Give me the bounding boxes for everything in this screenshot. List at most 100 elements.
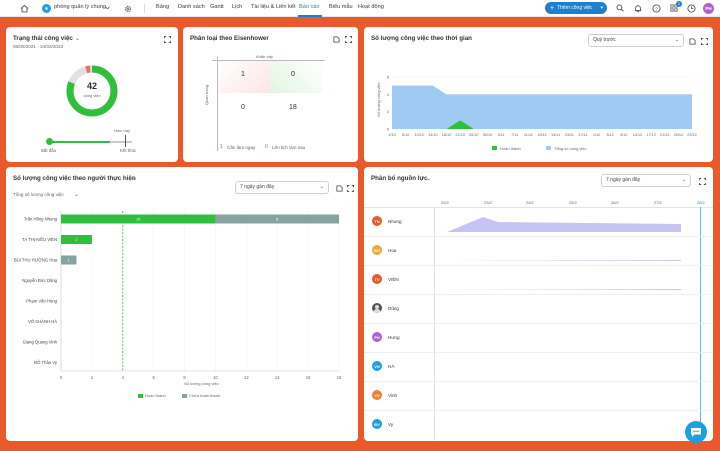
export-icon[interactable] [332, 35, 340, 43]
period-select[interactable]: Quý trước ⌄ [588, 34, 684, 47]
tab-calendar[interactable]: Lịch [232, 4, 243, 10]
export-icon[interactable] [688, 37, 696, 45]
chat-support-button[interactable] [685, 421, 707, 443]
home-icon[interactable] [19, 3, 29, 13]
x-tick-label: 30/10 [483, 133, 493, 137]
timeline-title: Số lượng công việc theo thời gian [371, 35, 472, 42]
today-line [700, 207, 701, 441]
x-tick-label: 15/11 [537, 133, 546, 137]
x-tick-label: 18 [337, 375, 342, 380]
resource-row-divider [364, 294, 713, 295]
avatar: BH [372, 245, 382, 255]
date-range: 06/05/2021 - 24/03/2023 [13, 44, 64, 49]
resource-person-ha[interactable]: VH HÀ [372, 361, 394, 371]
tab-gantt[interactable]: Gantt [210, 4, 224, 10]
chat-icon [691, 427, 701, 437]
legend-schedule-value: 0 [265, 144, 268, 150]
series-total-area [392, 85, 692, 129]
tab-documents[interactable]: Tài liệu & Liên kết [251, 4, 296, 10]
resource-person-dung[interactable]: Dũng [372, 303, 399, 313]
avatar[interactable]: PH [703, 3, 714, 14]
svg-text:?: ? [655, 6, 658, 12]
x-tick-label: 19/11 [551, 133, 560, 137]
x-tick-label: 14/10 [428, 133, 438, 137]
search-icon[interactable] [615, 3, 625, 13]
chevron-down-icon[interactable]: ⌄ [426, 176, 432, 182]
resource-name-column-divider [434, 207, 435, 441]
expand-icon[interactable] [344, 35, 352, 43]
assignee-subtitle: Tổng số lượng công việc [13, 192, 64, 197]
status-donut [66, 65, 118, 117]
resource-row-divider [364, 410, 713, 411]
bell-icon[interactable] [633, 3, 643, 13]
x-tick-label: 1/10 [388, 133, 395, 137]
legend-done-swatch [138, 394, 143, 398]
project-name[interactable]: phòng quản lý chung [54, 4, 106, 10]
bar-todo [215, 214, 339, 224]
expand-icon[interactable] [698, 177, 706, 185]
end-label: Kết thúc [120, 148, 137, 153]
resource-row-divider [364, 381, 713, 382]
date-header-5: 27/2 [654, 200, 662, 205]
resource-person-hoa[interactable]: BH Hoa [372, 245, 396, 255]
y-tick-label: 4 [387, 92, 390, 97]
x-tick-label: 14 [275, 375, 280, 380]
x-tick-label: 8 [183, 375, 186, 380]
assignee-period-select[interactable]: 7 ngày gần đây ⌄ [235, 181, 329, 194]
donut-completed-segment [66, 65, 118, 117]
date-header-3: 25/2 [569, 200, 577, 205]
assignee-card: Số lượng công việc theo người thực hiện … [6, 167, 358, 441]
bar-todo [61, 255, 77, 265]
resource-row-divider [364, 323, 713, 324]
legend-total-swatch [546, 146, 551, 150]
avatar: VV [372, 390, 382, 400]
tab-forms[interactable]: Biểu mẫu [329, 4, 353, 10]
resource-person-vinh[interactable]: VV Vinh [372, 390, 397, 400]
chevron-down-icon[interactable] [104, 5, 110, 11]
tab-list[interactable]: Danh sách [178, 4, 205, 10]
help-icon[interactable]: ? [651, 3, 661, 13]
category-label: TẠ THỊ KIỀU VIÊN [22, 237, 57, 242]
resource-person-hung[interactable]: PH Hưng [372, 332, 400, 342]
chevron-down-icon[interactable]: ⌄ [132, 176, 138, 182]
gear-icon[interactable] [123, 4, 132, 13]
resource-period-select[interactable]: 7 ngày gần đây ⌄ [601, 174, 691, 187]
person-name: Hoa [388, 247, 397, 253]
x-tick-label: 0 [60, 375, 63, 380]
bar-value-label: 1 [68, 258, 70, 262]
resource-card: Phân bổ nguồn lực ⌄ 7 ngày gần đây ⌄ [364, 167, 713, 441]
x-tick-label: 26/10 [469, 133, 479, 137]
status-title: Trạng thái công việc [13, 35, 73, 42]
timeline-card: Số lượng công việc theo thời gian Quý tr… [364, 27, 713, 162]
load-area-hoa [447, 260, 681, 261]
person-name: Nhung [388, 218, 402, 224]
expand-icon[interactable] [163, 35, 171, 43]
bar-value-label: 8 [276, 217, 278, 221]
expand-icon[interactable] [700, 37, 708, 45]
legend-do-now-value: 1 [220, 144, 223, 150]
chevron-down-icon[interactable]: ⌄ [74, 192, 80, 198]
x-tick-label: 13/12 [633, 133, 643, 137]
export-icon[interactable] [335, 184, 343, 192]
x-tick-label: 11/11 [524, 133, 533, 137]
urgent-axis-label: Khẩn cấp [256, 54, 273, 59]
tab-activity[interactable]: Hoạt động [358, 4, 384, 10]
x-tick-label: 27/11 [578, 133, 587, 137]
chevron-down-icon[interactable]: ⌄ [75, 36, 81, 42]
tab-board[interactable]: Bảng [156, 4, 170, 10]
resource-row-divider [364, 265, 713, 266]
avatar: PH [372, 332, 382, 342]
resource-person-vy[interactable]: ĐV Vy [372, 419, 393, 429]
x-tick-label: 18/10 [442, 133, 452, 137]
resource-person-nhung[interactable]: TN Nhung [372, 216, 402, 226]
x-tick-label: 5/12 [606, 133, 613, 137]
resource-person-vien[interactable]: TV VIÊN [372, 274, 399, 284]
tab-reports[interactable]: Báo cáo [299, 4, 320, 10]
add-task-button[interactable]: + Thêm công việc ▾ [545, 2, 607, 14]
notification-badge: 1 [676, 1, 682, 7]
x-tick-label: 22/10 [455, 133, 465, 137]
clock-icon[interactable] [686, 3, 696, 13]
bar-done [61, 235, 92, 244]
category-label: Giang Quang Vinh [23, 340, 58, 345]
expand-icon[interactable] [346, 184, 354, 192]
